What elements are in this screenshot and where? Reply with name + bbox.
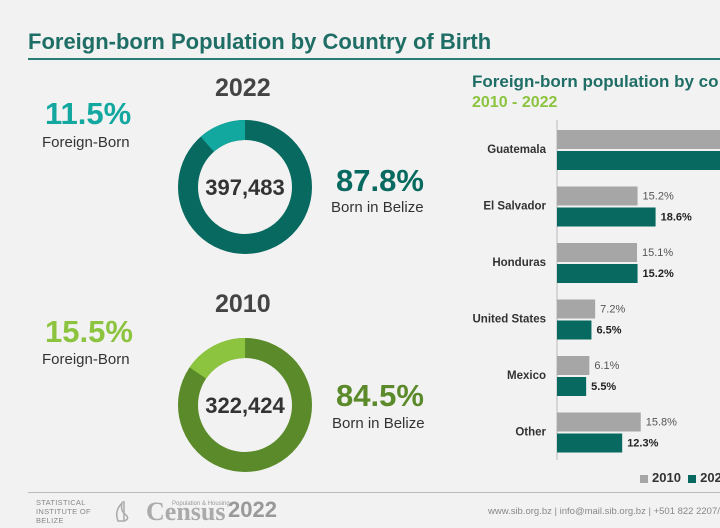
data-label-2010: 6.1% — [594, 360, 619, 372]
foreign-born-label-2010: Foreign-Born — [42, 351, 130, 368]
data-label-2022: 6.5% — [596, 325, 621, 337]
category-label: Guatemala — [487, 144, 546, 156]
title-divider — [28, 58, 720, 60]
year-2010-label: 2010 — [215, 290, 271, 318]
bar-2022 — [557, 151, 720, 170]
total-population-2010: 322,424 — [205, 393, 285, 418]
data-label-2010: 15.2% — [643, 191, 674, 203]
category-label: Other — [515, 427, 546, 439]
footer-divider — [28, 492, 720, 493]
data-label-2022: 5.5% — [591, 381, 616, 393]
bar-2010 — [557, 130, 720, 149]
foreign-born-pct-2010: 15.5% — [45, 314, 133, 349]
bar-2010 — [557, 243, 638, 262]
data-label-2022: 15.2% — [643, 268, 674, 280]
bar-2022 — [557, 320, 592, 340]
data-label-2010: 15.1% — [642, 247, 673, 259]
bar-chart-title: Foreign-born population by co — [472, 72, 719, 91]
donut-chart-2010: 322,424 — [178, 338, 312, 472]
sib-logo-icon — [115, 500, 129, 522]
born-in-belize-label-2022: Born in Belize — [331, 199, 424, 216]
census-logo-tagline: Population & Housing — [172, 501, 230, 507]
data-label-2022: 12.3% — [627, 438, 658, 450]
data-label-2010: 15.8% — [646, 417, 677, 429]
census-logo-word: Census — [146, 497, 226, 526]
bar-2010 — [557, 186, 638, 206]
total-population-2022: 397,483 — [205, 175, 285, 200]
legend-label-2010: 2010 — [652, 470, 681, 485]
contact-info: www.sib.org.bz | info@mail.sib.org.bz | … — [488, 506, 720, 517]
donut-chart-2022: 397,483 — [178, 120, 312, 254]
legend-swatch-2010 — [640, 474, 648, 483]
category-label: Mexico — [507, 370, 546, 382]
born-in-belize-pct-2010: 84.5% — [336, 378, 424, 413]
data-label-2010: 7.2% — [600, 304, 625, 316]
bar-chart: Guatemala El Salvador 15.2% 18.6% Honduras 15… — [473, 120, 720, 460]
born-in-belize-pct-2022: 87.8% — [336, 163, 424, 198]
bar-chart-subtitle: 2010 - 2022 — [472, 94, 558, 111]
chart-legend: 2010 202 — [640, 470, 720, 485]
bar-2022 — [557, 207, 656, 227]
bar-2022 — [557, 433, 623, 453]
category-label: United States — [473, 314, 547, 326]
category-label: Honduras — [492, 257, 546, 269]
data-label-2022: 18.6% — [661, 212, 692, 224]
bar-2022 — [557, 264, 638, 283]
bar-2022 — [557, 377, 587, 396]
bar-2010 — [557, 412, 641, 432]
legend-label-2022: 202 — [700, 470, 720, 485]
bar-2010 — [557, 356, 590, 375]
bar-2010 — [557, 299, 596, 319]
year-2022-label: 2022 — [215, 74, 271, 102]
category-label: El Salvador — [483, 201, 546, 213]
sib-name: STATISTICAL INSTITUTE OF BELIZE — [36, 498, 91, 525]
born-in-belize-label-2010: Born in Belize — [332, 415, 425, 432]
donut-segment-foreign-born — [178, 338, 312, 472]
foreign-born-pct-2022: 11.5% — [45, 96, 132, 131]
census-logo-year: 2022 — [228, 497, 277, 522]
foreign-born-label-2022: Foreign-Born — [42, 134, 130, 151]
page-title: Foreign-born Population by Country of Bi… — [28, 29, 492, 54]
legend-swatch-2022 — [688, 474, 697, 483]
